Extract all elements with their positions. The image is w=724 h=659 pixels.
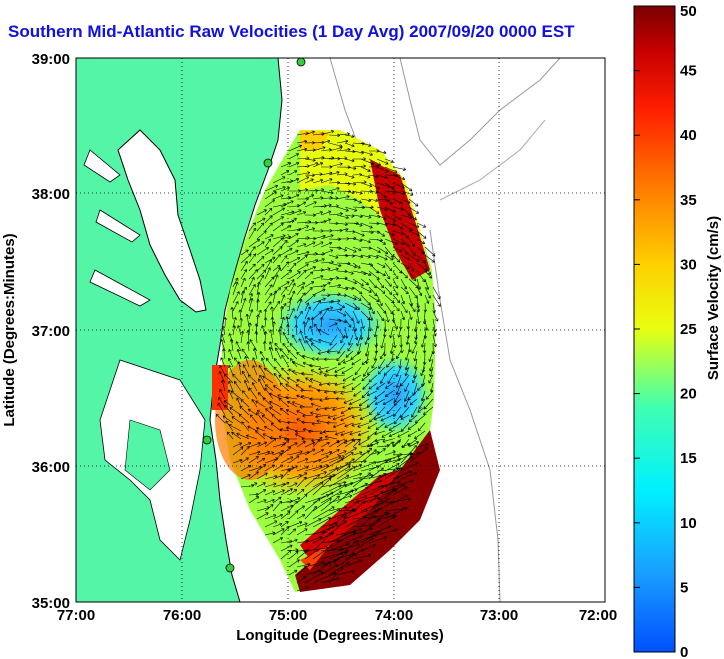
colorbar-tick: 0 [680, 644, 688, 659]
x-tick: 75:00 [269, 607, 307, 624]
y-axis: 39:00 38:00 37:00 36:00 35:00 Latitude (… [1, 51, 70, 612]
station-dot [202, 435, 212, 445]
colorbar-tick: 20 [680, 386, 697, 403]
map-title: Southern Mid-Atlantic Raw Velocities (1 … [8, 22, 575, 41]
x-tick: 77:00 [57, 607, 95, 624]
x-axis: 77:00 76:00 75:00 74:00 73:00 72:00 Long… [57, 607, 617, 644]
y-tick: 35:00 [32, 595, 70, 612]
colorbar-tick: 35 [680, 192, 697, 209]
velocity-arrows [215, 130, 441, 592]
colorbar-tick: 10 [680, 515, 697, 532]
y-axis-label: Latitude (Degrees:Minutes) [1, 233, 18, 426]
grid-lines [76, 58, 605, 602]
colorbar-tick: 45 [680, 63, 697, 80]
map-area [76, 58, 605, 602]
station-dot [296, 58, 306, 67]
x-axis-label: Longitude (Degrees:Minutes) [236, 627, 444, 644]
y-tick: 38:00 [32, 186, 70, 203]
x-tick: 74:00 [375, 607, 413, 624]
station-dot [225, 563, 235, 573]
colorbar-tick: 25 [680, 321, 697, 338]
y-tick: 36:00 [32, 459, 70, 476]
arrow-glyphs [215, 130, 441, 592]
colorbar-tick: 15 [680, 450, 697, 467]
colorbar-tick: 30 [680, 256, 697, 273]
colorbar-tick: 50 [680, 3, 697, 20]
y-tick: 37:00 [32, 323, 70, 340]
x-tick: 73:00 [480, 607, 518, 624]
bay-water [117, 129, 207, 313]
y-tick: 39:00 [32, 51, 70, 68]
colorbar-tick: 5 [680, 579, 688, 596]
colorbar-tick: 40 [680, 127, 697, 144]
x-tick: 76:00 [163, 607, 201, 624]
x-tick: 72:00 [579, 607, 617, 624]
colorbar-label: Surface Velocity (cm/s) [705, 216, 722, 380]
station-dot [263, 158, 273, 168]
